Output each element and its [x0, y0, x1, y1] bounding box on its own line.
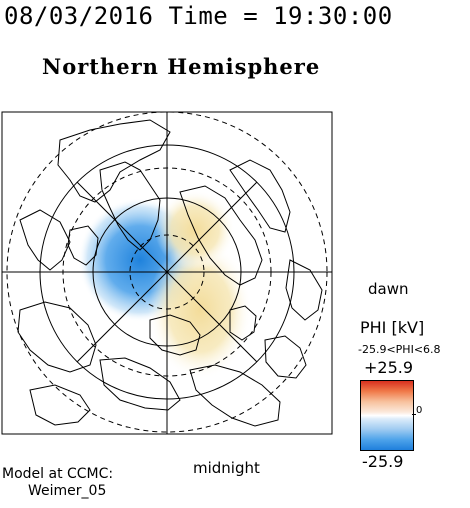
legend-zero-label: 0 [416, 405, 423, 416]
meridian-diagonal [76, 181, 258, 363]
colorbar [360, 380, 414, 451]
header-datetime: 08/03/2016 Time = 19:30:00 [4, 2, 393, 30]
positive-potential-cell [148, 240, 252, 380]
dawn-label: dawn [368, 280, 409, 298]
legend-title: PHI [kV] [360, 318, 425, 337]
legend-min-label: -25.9 [362, 452, 404, 471]
coastlines [17, 119, 323, 427]
midnight-label: midnight [193, 459, 260, 477]
legend-range: -25.9<PHI<6.8 [358, 343, 441, 356]
chart-title: Northern Hemisphere [42, 54, 321, 79]
polar-map [0, 110, 336, 438]
legend-max-label: +25.9 [364, 358, 414, 377]
colorbar-zero-tick [412, 414, 416, 415]
model-label: Model at CCMC: [2, 466, 114, 482]
model-name: Weimer_05 [28, 483, 107, 499]
